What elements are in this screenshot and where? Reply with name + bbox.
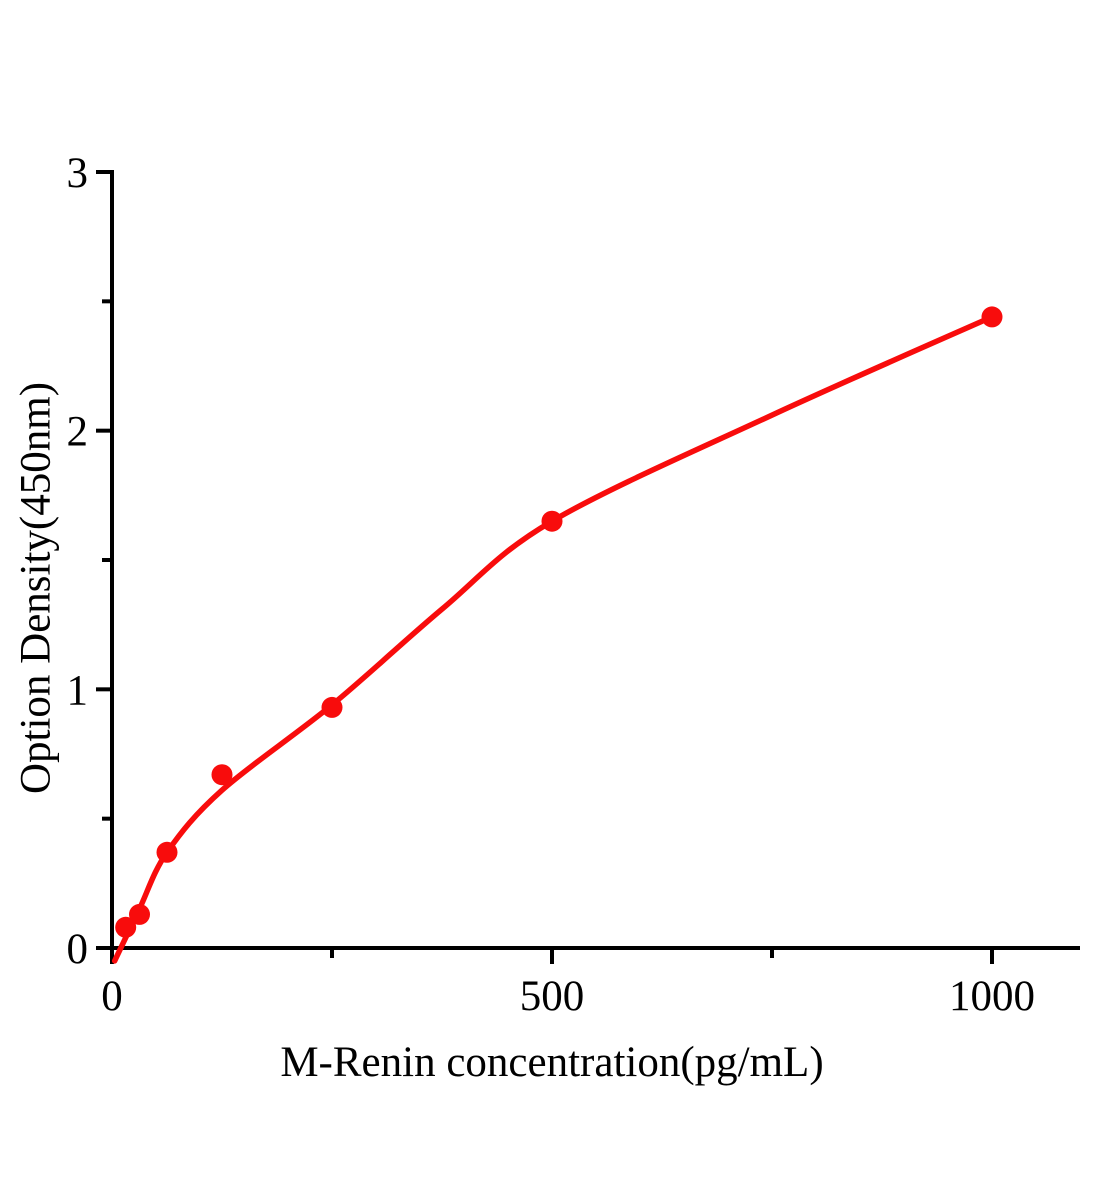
y-axis-title: Option Density(450nm)	[12, 381, 60, 795]
y-tick-label: 0	[67, 926, 89, 973]
x-tick-label: 500	[520, 973, 585, 1020]
data-point	[541, 510, 563, 532]
data-point	[115, 916, 137, 938]
y-tick-label: 2	[67, 409, 89, 456]
data-point	[156, 841, 178, 863]
x-tick-label: 1000	[949, 973, 1035, 1020]
x-axis-title: M-Renin concentration(pg/mL)	[280, 1039, 824, 1086]
y-tick-label: 1	[67, 667, 89, 714]
x-tick-label: 0	[101, 973, 123, 1020]
data-point	[321, 696, 343, 718]
fit-curve	[111, 314, 995, 964]
y-tick-label: 3	[67, 150, 89, 197]
data-point	[211, 764, 233, 786]
data-point	[981, 306, 1003, 328]
data-point	[129, 903, 150, 925]
